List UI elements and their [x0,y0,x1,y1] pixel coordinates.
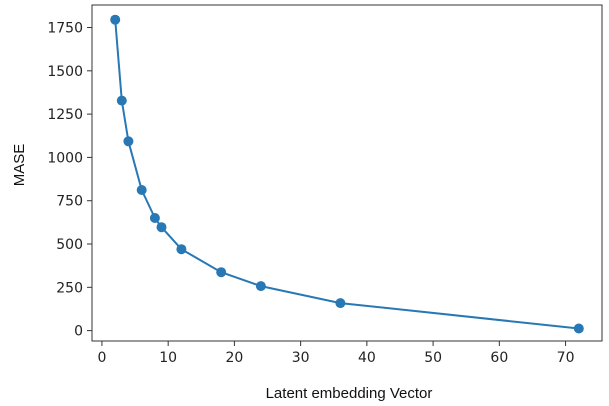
series-line [114,19,579,330]
x-tick-label: 40 [358,350,376,366]
y-tick-label: 1250 [47,107,83,123]
x-tick-label: 10 [159,350,177,366]
data-point [136,185,147,195]
y-tick-label: 1750 [47,21,83,37]
plot-frame [91,4,603,342]
data-point [149,213,160,223]
x-tick-label: 20 [225,350,243,366]
data-point [335,298,346,309]
x-tick-label: 0 [97,350,106,366]
data-point [123,136,134,147]
y-tick-label: 500 [56,237,83,253]
data-point [156,222,167,233]
data-point [176,244,187,255]
y-axis-title: MASE [11,144,28,187]
x-tick-label: 50 [424,350,442,366]
y-tick-label: 750 [56,194,83,210]
x-axis-title: Latent embedding Vector [266,385,433,402]
y-tick-label: 1500 [47,64,83,80]
y-tick-label: 1000 [47,150,83,166]
data-point [216,267,227,278]
data-point [573,323,584,334]
x-tick-label: 70 [557,350,575,366]
y-tick-label: 0 [74,324,83,340]
data-point [110,14,121,25]
x-tick-label: 60 [490,350,508,366]
series-layer [110,14,584,334]
axes-layer: 0 10 20 30 40 50 60 70 0 250 500 750 1000 1250 1500 175… [47,4,603,366]
y-tick-label: 250 [56,280,83,296]
data-point [255,281,266,292]
data-point [116,95,127,106]
x-tick-label: 30 [292,350,310,366]
